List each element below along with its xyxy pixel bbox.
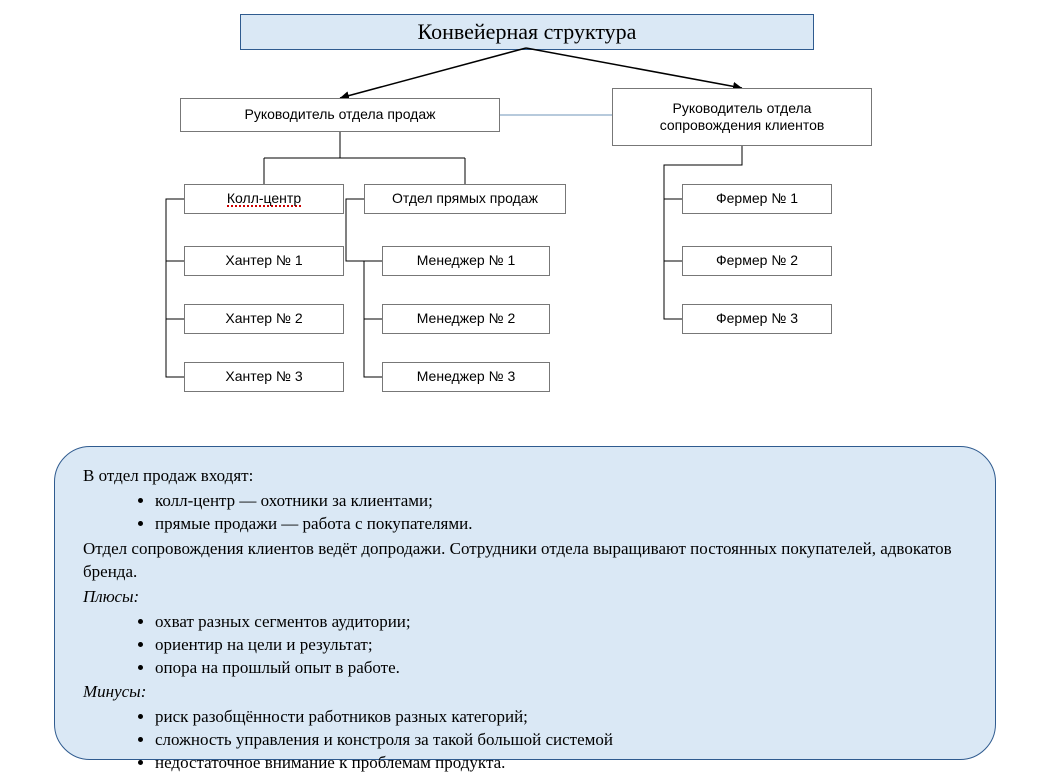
node-mgr1: Менеджер № 1	[382, 246, 550, 276]
panel-minus-label: Минусы:	[83, 681, 967, 704]
node-mgr3: Менеджер № 3	[382, 362, 550, 392]
node-farmer3: Фермер № 3	[682, 304, 832, 334]
node-sales_head: Руководитель отдела продаж	[180, 98, 500, 132]
node-label: Хантер № 2	[225, 310, 302, 328]
panel-minus-list: риск разобщённости работников разных кат…	[83, 706, 967, 775]
node-label: Фермер № 3	[716, 310, 798, 328]
node-hunter2: Хантер № 2	[184, 304, 344, 334]
panel-minus-item: риск разобщённости работников разных кат…	[155, 706, 967, 729]
panel-plus-list: охват разных сегментов аудитории;ориенти…	[83, 611, 967, 680]
node-mgr2: Менеджер № 2	[382, 304, 550, 334]
node-direct_sales: Отдел прямых продаж	[364, 184, 566, 214]
panel-minus-item: недостаточное внимание к проблемам проду…	[155, 752, 967, 775]
node-call_center: Колл-центр	[184, 184, 344, 214]
node-label: Отдел прямых продаж	[392, 190, 538, 208]
diagram-title: Конвейерная структура	[240, 14, 814, 50]
panel-plus-item: опора на прошлый опыт в работе.	[155, 657, 967, 680]
panel-intro-list: колл-центр — охотники за клиентами;прямы…	[83, 490, 967, 536]
panel-plus-item: ориентир на цели и результат;	[155, 634, 967, 657]
node-label: Менеджер № 3	[417, 368, 516, 386]
panel-intro-item: колл-центр — охотники за клиентами;	[155, 490, 967, 513]
node-label: Фермер № 1	[716, 190, 798, 208]
diagram-title-text: Конвейерная структура	[418, 19, 637, 45]
node-label: Хантер № 1	[225, 252, 302, 270]
node-label: Колл-центр	[227, 190, 301, 208]
node-label: Менеджер № 1	[417, 252, 516, 270]
node-label: Фермер № 2	[716, 252, 798, 270]
node-hunter1: Хантер № 1	[184, 246, 344, 276]
info-panel: В отдел продаж входят: колл-центр — охот…	[54, 446, 996, 760]
panel-plus-item: охват разных сегментов аудитории;	[155, 611, 967, 634]
node-support_head: Руководитель отделасопровождения клиенто…	[612, 88, 872, 146]
node-label: Руководитель отдела продаж	[244, 106, 435, 124]
node-label: Хантер № 3	[225, 368, 302, 386]
panel-para: Отдел сопровождения клиентов ведёт допро…	[83, 538, 967, 584]
panel-intro: В отдел продаж входят:	[83, 465, 967, 488]
panel-intro-item: прямые продажи — работа с покупателями.	[155, 513, 967, 536]
node-label: Менеджер № 2	[417, 310, 516, 328]
node-label: Руководитель отделасопровождения клиенто…	[660, 100, 825, 135]
panel-plus-label: Плюсы:	[83, 586, 967, 609]
node-farmer2: Фермер № 2	[682, 246, 832, 276]
panel-minus-item: сложность управления и констроля за тако…	[155, 729, 967, 752]
node-hunter3: Хантер № 3	[184, 362, 344, 392]
node-farmer1: Фермер № 1	[682, 184, 832, 214]
